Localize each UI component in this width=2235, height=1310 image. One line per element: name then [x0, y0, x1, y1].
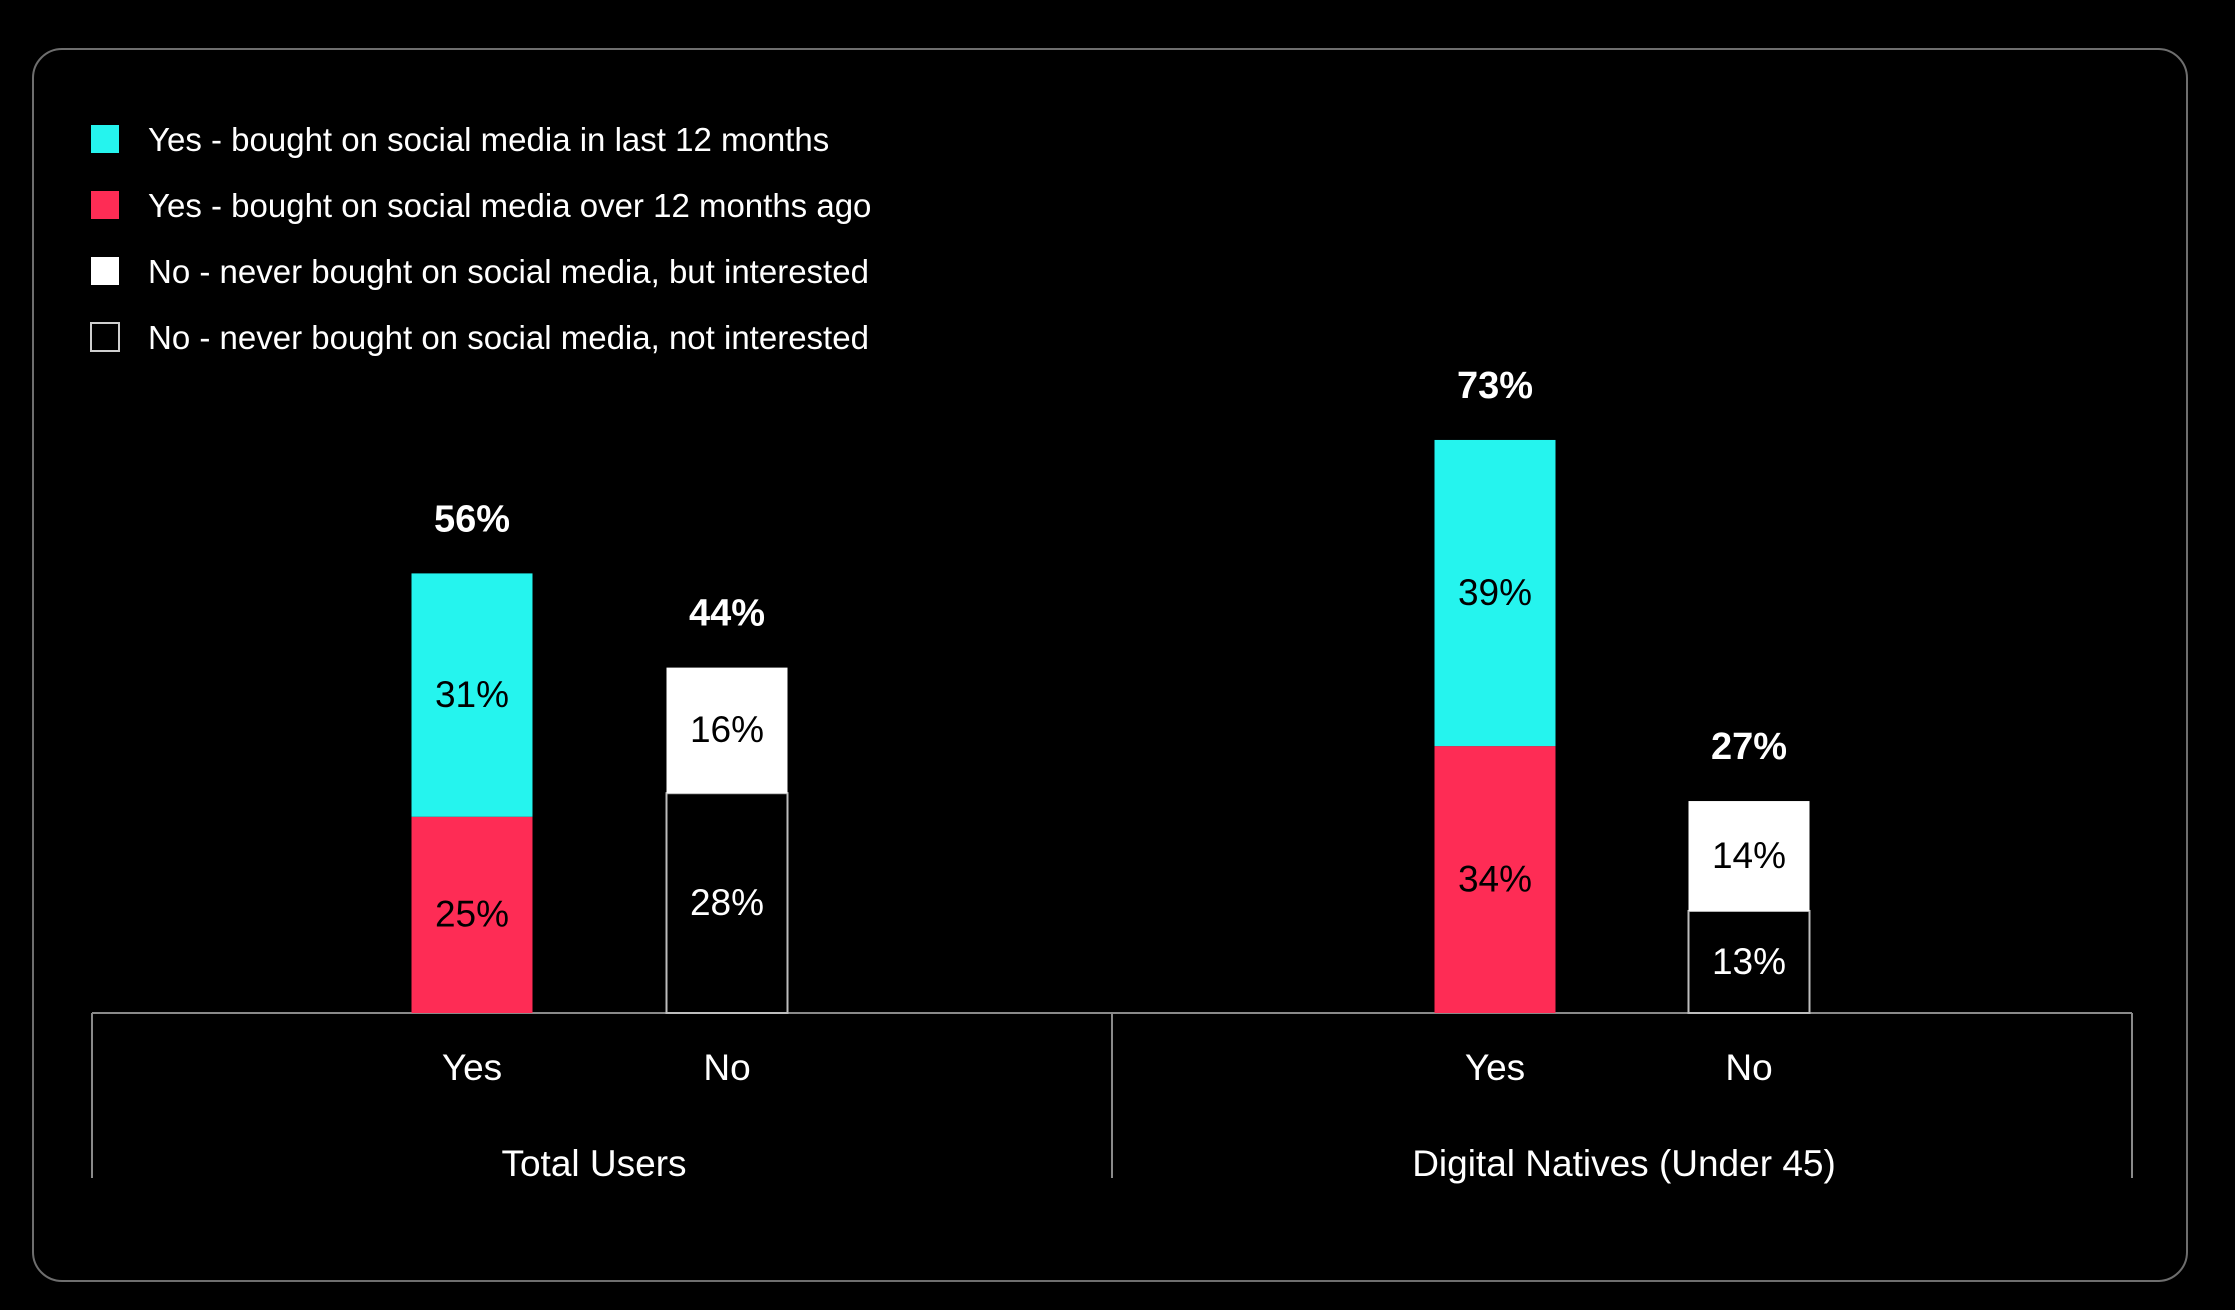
bar-total-label: 44%: [689, 593, 765, 635]
bar-total-label: 27%: [1711, 726, 1787, 768]
segment-value-label: 13%: [1712, 941, 1786, 982]
bar-segment-not_interested: [1687, 909, 1811, 1015]
chart-frame: [32, 48, 2188, 1282]
bar-segment-recent: [411, 573, 533, 817]
segment-value-label: 28%: [690, 882, 764, 923]
legend-swatch-interested: [91, 257, 119, 285]
bar-segment-past: [411, 816, 533, 1013]
category-label: Yes: [442, 1047, 502, 1088]
segment-value-label: 39%: [1458, 572, 1532, 613]
segment-value-label: 31%: [435, 674, 509, 715]
legend-label-interested: No - never bought on social media, but i…: [148, 253, 869, 290]
legend-label-not_interested: No - never bought on social media, not i…: [148, 319, 869, 356]
segment-value-label: 16%: [690, 709, 764, 750]
segment-value-label: 25%: [435, 894, 509, 935]
bar-total-label: 73%: [1457, 365, 1533, 407]
segment-value-label: 14%: [1712, 835, 1786, 876]
legend-swatch-recent: [91, 125, 119, 153]
bar-segment-recent: [1434, 439, 1556, 747]
segment-value-label: 34%: [1458, 858, 1532, 899]
group-label: Total Users: [501, 1143, 686, 1184]
legend-swatch-not_interested: [90, 322, 120, 352]
legend-label-recent: Yes - bought on social media in last 12 …: [148, 121, 829, 158]
bar-segment-interested: [1688, 801, 1810, 911]
bar-segment-interested: [666, 667, 788, 794]
group-label: Digital Natives (Under 45): [1412, 1143, 1836, 1184]
category-label: Yes: [1465, 1047, 1525, 1088]
bar-segment-past: [1434, 746, 1556, 1013]
category-label: No: [1725, 1047, 1772, 1088]
bar-total-label: 56%: [434, 498, 510, 540]
bar-segment-not_interested: [665, 792, 789, 1015]
legend-swatch-past: [91, 191, 119, 219]
legend-label-past: Yes - bought on social media over 12 mon…: [148, 187, 871, 224]
category-label: No: [703, 1047, 750, 1088]
